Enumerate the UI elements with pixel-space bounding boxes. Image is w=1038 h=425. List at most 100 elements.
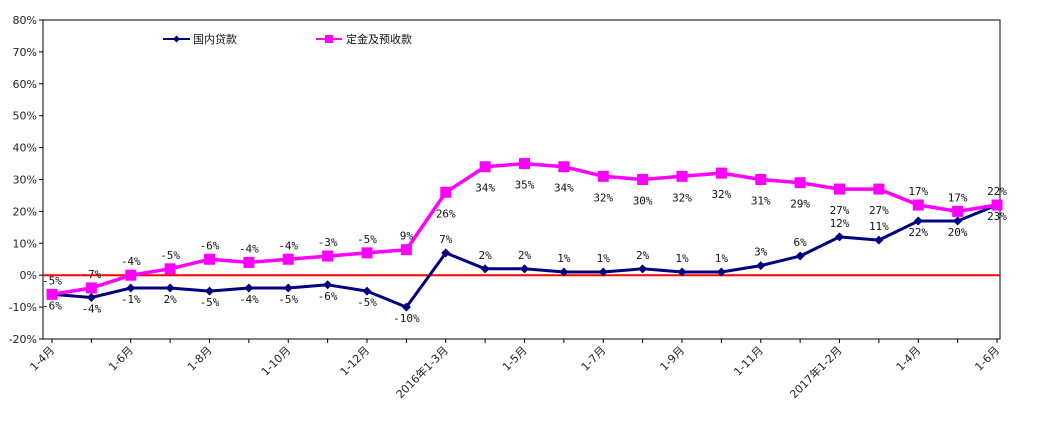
point-domestic-loans xyxy=(953,216,963,226)
point-deposits-advance xyxy=(85,282,97,294)
legend-marker-domestic-loans xyxy=(173,35,180,43)
data-label-domestic-loans: 6% xyxy=(794,236,808,249)
point-deposits-advance xyxy=(597,170,609,182)
x-tick-label: 2016年1-3月 xyxy=(393,343,451,401)
data-label-domestic-loans: 22% xyxy=(908,226,928,239)
data-label-domestic-loans: -5% xyxy=(357,296,377,309)
point-deposits-advance xyxy=(519,158,530,170)
series-layer xyxy=(46,158,1003,312)
point-deposits-advance xyxy=(204,253,215,265)
data-label-domestic-loans: -4% xyxy=(239,293,259,306)
y-tick-label: 30% xyxy=(13,174,37,187)
point-deposits-advance xyxy=(322,250,334,262)
point-deposits-advance xyxy=(794,177,806,189)
point-domestic-loans xyxy=(480,264,490,274)
y-tick-label: 0% xyxy=(20,269,37,282)
x-tick-label: 1-7月 xyxy=(579,344,609,374)
point-domestic-loans xyxy=(126,283,136,293)
point-domestic-loans xyxy=(913,216,923,226)
point-domestic-loans xyxy=(165,283,175,293)
x-tick-label: 1-12月 xyxy=(337,344,372,379)
y-tick-label: 60% xyxy=(13,78,37,91)
point-domestic-loans xyxy=(756,261,766,271)
x-tick-label: 1-11月 xyxy=(731,344,766,379)
data-label-deposits-advance: 26% xyxy=(436,207,456,220)
data-label-domestic-loans: 12% xyxy=(830,217,850,230)
point-domestic-loans xyxy=(401,302,411,312)
data-label-deposits-advance: 34% xyxy=(554,182,574,195)
point-domestic-loans xyxy=(362,286,372,296)
point-deposits-advance xyxy=(46,288,58,300)
x-tick-label: 1-9月 xyxy=(657,344,687,374)
data-label-domestic-loans: 1% xyxy=(715,252,729,265)
point-domestic-loans xyxy=(835,232,844,242)
point-deposits-advance xyxy=(991,199,1003,211)
y-tick-label: 20% xyxy=(13,205,37,218)
data-label-deposits-advance: 22% xyxy=(987,185,1007,198)
data-label-domestic-loans: 2% xyxy=(636,249,650,262)
point-domestic-loans xyxy=(441,248,451,258)
data-label-domestic-loans: -5% xyxy=(200,296,220,309)
point-domestic-loans xyxy=(559,267,569,277)
point-deposits-advance xyxy=(164,263,176,275)
y-tick-label: -10% xyxy=(9,301,37,314)
point-domestic-loans xyxy=(795,251,805,261)
x-tick-label: 1-6月 xyxy=(106,344,136,374)
data-label-domestic-loans: 2% xyxy=(518,249,532,262)
data-label-deposits-advance: -4% xyxy=(278,239,298,252)
data-label-domestic-loans: 1% xyxy=(675,252,689,265)
point-domestic-loans xyxy=(205,286,214,296)
data-label-deposits-advance: 30% xyxy=(633,195,653,208)
point-domestic-loans xyxy=(874,235,884,245)
point-deposits-advance xyxy=(676,170,688,182)
data-label-domestic-loans: 1% xyxy=(557,252,571,265)
data-label-domestic-loans: -5% xyxy=(278,293,298,306)
data-label-domestic-loans: 23% xyxy=(987,210,1007,223)
x-tick-label: 1-5月 xyxy=(500,344,530,374)
x-tick-label: 1-8月 xyxy=(185,344,215,374)
x-tick-label: 2017年1-2月 xyxy=(787,343,845,401)
data-label-deposits-advance: -7% xyxy=(81,268,101,281)
data-label-deposits-advance: 35% xyxy=(515,179,535,192)
legend-marker-deposits-advance xyxy=(325,35,333,43)
x-tick-label: 1-4月 xyxy=(27,344,57,374)
data-label-deposits-advance: 9% xyxy=(400,230,414,243)
data-label-domestic-loans: 11% xyxy=(869,220,889,233)
point-deposits-advance xyxy=(558,161,570,173)
data-label-deposits-advance: -5% xyxy=(160,249,180,262)
y-tick-label: 70% xyxy=(13,46,37,59)
point-domestic-loans xyxy=(283,283,293,293)
y-tick-label: 80% xyxy=(13,14,37,27)
data-label-deposits-advance: 17% xyxy=(948,191,968,204)
data-label-domestic-loans: 2% xyxy=(164,293,178,306)
legend-label-deposits-advance: 定金及预收款 xyxy=(346,32,412,46)
point-deposits-advance xyxy=(361,247,373,259)
point-deposits-advance xyxy=(873,183,885,195)
data-label-domestic-loans: -1% xyxy=(121,293,141,306)
legend: 国内贷款 定金及预收款 xyxy=(163,32,412,46)
point-deposits-advance xyxy=(282,253,294,265)
x-tick-label: 1-6月 xyxy=(972,344,1002,374)
point-deposits-advance xyxy=(834,183,845,195)
data-label-deposits-advance: 32% xyxy=(593,191,613,204)
data-label-domestic-loans: 1% xyxy=(597,252,611,265)
point-deposits-advance xyxy=(637,174,649,185)
point-domestic-loans xyxy=(520,264,529,274)
data-label-domestic-loans: -6% xyxy=(318,290,338,303)
data-label-deposits-advance: 32% xyxy=(672,191,692,204)
point-deposits-advance xyxy=(912,199,924,211)
data-label-deposits-advance: 27% xyxy=(830,204,850,217)
point-deposits-advance xyxy=(755,174,767,185)
data-label-deposits-advance: 34% xyxy=(475,182,495,195)
point-deposits-advance xyxy=(125,269,137,281)
point-domestic-loans xyxy=(677,267,687,277)
point-domestic-loans xyxy=(638,264,648,274)
data-label-deposits-advance: 29% xyxy=(790,198,810,211)
point-domestic-loans xyxy=(323,280,333,290)
y-tick-label: 10% xyxy=(13,237,37,250)
data-label-deposits-advance: 27% xyxy=(869,204,889,217)
point-deposits-advance xyxy=(479,161,491,173)
point-domestic-loans xyxy=(598,267,608,277)
data-label-deposits-advance: -6% xyxy=(200,239,220,252)
